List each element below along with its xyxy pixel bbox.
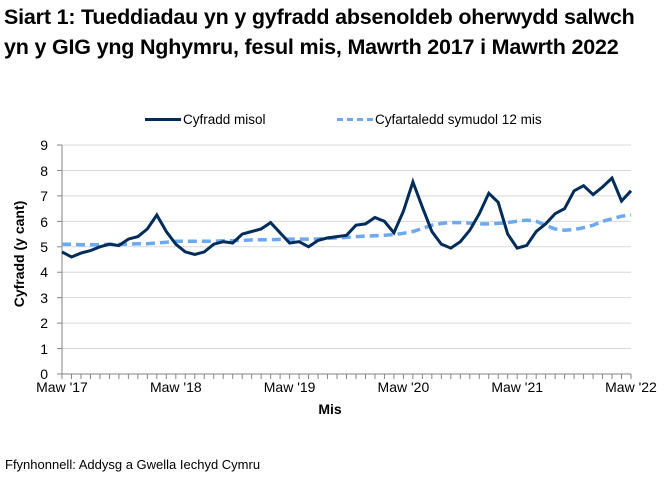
source-note: Ffynhonnell: Addysg a Gwella Iechyd Cymr…: [5, 457, 261, 472]
legend-label-rolling: Cyfartaledd symudol 12 mis: [375, 112, 542, 127]
y-tick-label: 0: [40, 366, 48, 382]
x-axis-label: Mis: [318, 401, 342, 417]
y-tick-label: 1: [40, 340, 48, 357]
y-tick-label: 9: [40, 137, 48, 154]
legend-label-monthly: Cyfradd misol: [183, 112, 266, 127]
y-tick-label: 3: [40, 289, 48, 306]
x-tick-label: Maw '17: [36, 379, 88, 395]
chart-title: Siart 1: Tueddiadau yn y gyfradd absenol…: [4, 5, 635, 59]
y-tick-label: 5: [40, 239, 48, 255]
y-tick-label: 2: [40, 315, 48, 332]
rolling-average-line: [62, 213, 632, 247]
y-tick-label: 4: [40, 264, 48, 281]
x-tick-label: Maw '19: [263, 379, 316, 395]
x-tick-label: Maw '20: [377, 379, 430, 395]
axes: [57, 144, 632, 379]
y-tick-label: 8: [40, 162, 48, 179]
legend-dashed-line-icon: [337, 118, 373, 121]
y-axis-label: Cyfradd (y cant): [11, 200, 27, 308]
legend-solid-line-icon: [145, 118, 181, 121]
legend-item-rolling: Cyfartaledd symudol 12 mis: [337, 112, 542, 127]
monthly-rate-line: [61, 175, 633, 259]
y-tick-label: 7: [40, 188, 48, 205]
gridlines: [62, 144, 631, 350]
x-tick-label: Maw '21: [491, 379, 544, 395]
y-tick-label: 6: [40, 213, 48, 230]
x-tick-label: Maw '18: [149, 379, 202, 395]
x-tick-label: Maw '22: [605, 379, 657, 395]
legend-item-monthly: Cyfradd misol: [145, 112, 266, 127]
